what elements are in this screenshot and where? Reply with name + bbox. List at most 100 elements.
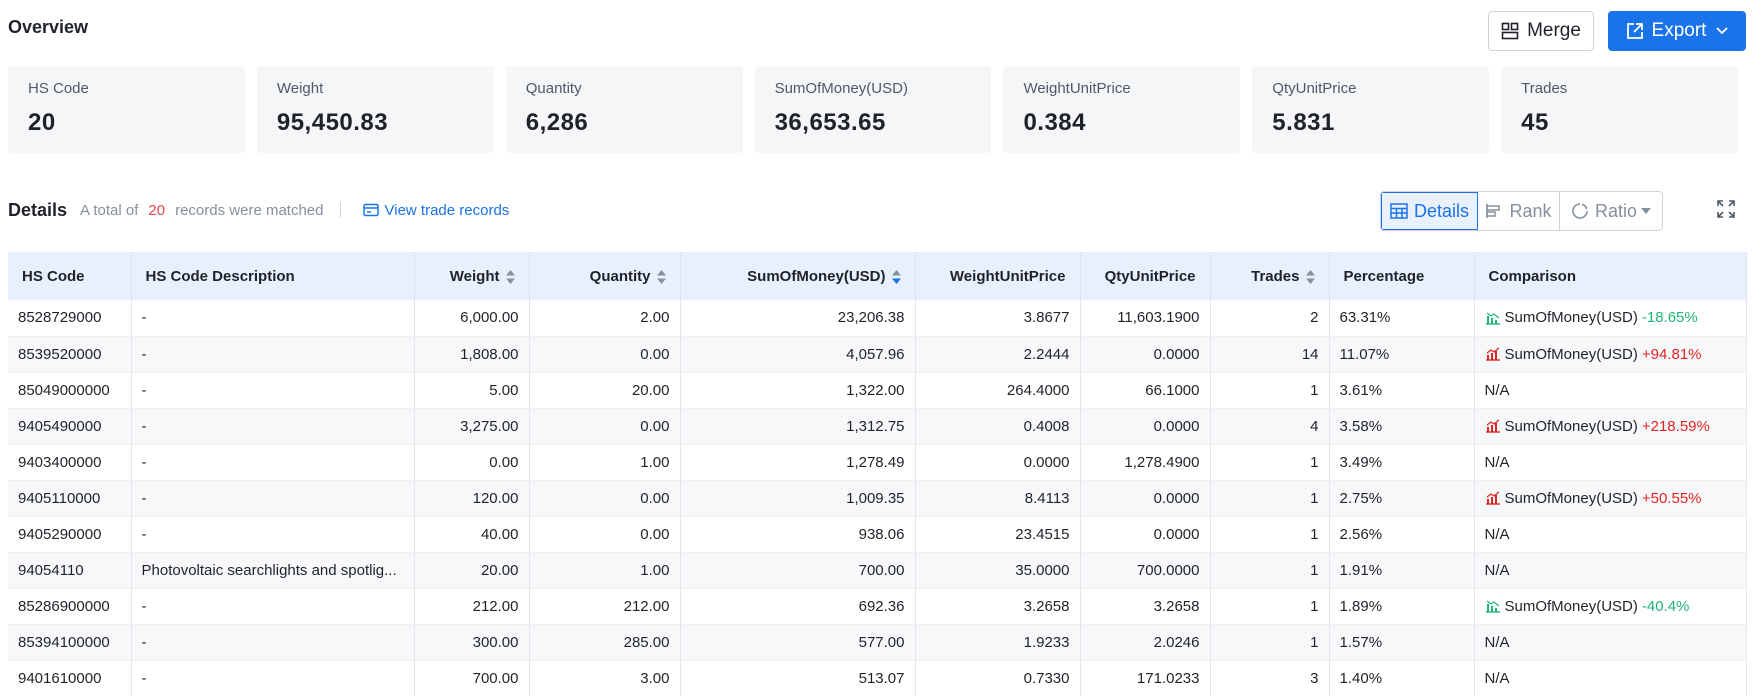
cell-hs-code: 9405290000 — [8, 516, 132, 553]
col-percentage: Percentage — [1329, 252, 1475, 300]
cell-quantity: 1.00 — [529, 552, 681, 589]
chevron-down-icon — [1716, 27, 1729, 35]
stat-label: SumOfMoney(USD) — [774, 80, 908, 97]
cell-weight-unit-price: 1.9233 — [915, 624, 1081, 661]
overview-cards: HS Code 20 Weight 95,450.83 Quantity 6,286 … — [8, 66, 1739, 153]
cell-description: - — [131, 444, 415, 481]
trend-up-chart-icon — [1485, 347, 1501, 361]
cell-weight-unit-price: 3.8677 — [915, 300, 1081, 337]
table-row[interactable]: 9401610000-700.00 3.00 513.07 0.7330 171.023… — [8, 660, 1747, 696]
cell-comparison: N/A — [1474, 372, 1747, 409]
stat-card-sum-of-money: SumOfMoney(USD) 36,653.65 — [754, 66, 992, 153]
table-row[interactable]: 85394100000-300.00 285.00 577.00 1.9233 2.02… — [8, 624, 1747, 661]
merge-label: Merge — [1527, 20, 1581, 41]
cell-hs-code: 9403400000 — [8, 444, 132, 481]
stat-label: Trades — [1521, 80, 1568, 97]
cell-sum-of-money: 1,322.00 — [680, 372, 916, 409]
col-label: Percentage — [1343, 267, 1425, 285]
cell-trades: 14 — [1210, 336, 1330, 373]
cell-percentage: 3.49% — [1329, 444, 1475, 481]
cell-trades: 2 — [1210, 300, 1330, 337]
cell-quantity: 285.00 — [529, 624, 681, 661]
cell-quantity: 2.00 — [529, 300, 681, 337]
overview-title: Overview — [8, 17, 89, 37]
comparison-value: +94.81% — [1641, 345, 1702, 363]
stat-value: 36,653.65 — [774, 109, 886, 136]
col-quantity[interactable]: Quantity — [529, 252, 681, 300]
table-row[interactable]: 9405290000-40.00 0.00 938.06 23.4515 0.0000 1… — [8, 516, 1747, 553]
comparison-value: +218.59% — [1641, 417, 1710, 435]
cell-description: - — [131, 588, 415, 625]
stat-card-weight-unit-price: WeightUnitPrice 0.384 — [1003, 66, 1241, 153]
cell-percentage: 2.56% — [1329, 516, 1475, 553]
col-comparison: Comparison — [1474, 252, 1747, 300]
table-row[interactable]: 85286900000-212.00 212.00 692.36 3.2658 3.26… — [8, 588, 1747, 625]
cell-sum-of-money: 938.06 — [680, 516, 916, 553]
col-weight[interactable]: Weight — [414, 252, 530, 300]
cell-qty-unit-price: 66.1000 — [1080, 372, 1211, 409]
col-label: HS Code Description — [145, 267, 295, 285]
col-qty-unit-price: QtyUnitPrice — [1080, 252, 1211, 300]
tab-rank-label: Rank — [1509, 200, 1552, 221]
cell-hs-code: 8539520000 — [8, 336, 132, 373]
merge-button[interactable]: Merge — [1488, 11, 1594, 51]
sort-icon — [505, 269, 515, 284]
col-sum-of-money[interactable]: SumOfMoney(USD) — [680, 252, 916, 300]
cell-weight-unit-price: 2.2444 — [915, 336, 1081, 373]
table-row[interactable]: 9405490000-3,275.00 0.00 1,312.75 0.4008 0.0… — [8, 408, 1747, 445]
tab-ratio[interactable]: Ratio — [1560, 192, 1662, 230]
table-row[interactable]: 8539520000-1,808.00 0.00 4,057.96 2.2444 0.0… — [8, 336, 1747, 373]
cell-comparison: SumOfMoney(USD) +50.55% — [1474, 480, 1747, 517]
view-trade-records-link[interactable]: View trade records — [362, 202, 509, 219]
cell-quantity: 0.00 — [529, 480, 681, 517]
cell-comparison: N/A — [1474, 516, 1747, 553]
table-icon — [1390, 203, 1408, 219]
trend-up-chart-icon — [1485, 419, 1501, 433]
table-row[interactable]: 9405110000-120.00 0.00 1,009.35 8.4113 0.000… — [8, 480, 1747, 517]
stat-value: 45 — [1521, 109, 1549, 136]
table-row[interactable]: 8528729000-6,000.00 2.00 23,206.38 3.8677 11… — [8, 300, 1747, 337]
cell-trades: 1 — [1210, 372, 1330, 409]
cell-percentage: 1.57% — [1329, 624, 1475, 661]
cell-qty-unit-price: 3.2658 — [1080, 588, 1211, 625]
details-title: Details — [8, 199, 68, 220]
table-row[interactable]: 85049000000-5.00 20.00 1,322.00 264.4000 66.… — [8, 372, 1747, 409]
card-icon — [362, 203, 379, 217]
cell-hs-code: 94054110 — [8, 552, 132, 589]
trend-up-chart-icon — [1485, 491, 1501, 505]
export-button[interactable]: Export — [1608, 11, 1746, 51]
sort-icon — [656, 269, 666, 284]
cell-weight-unit-price: 23.4515 — [915, 516, 1081, 553]
cell-qty-unit-price: 0.0000 — [1080, 516, 1211, 553]
table-row[interactable]: 94054110 Photovoltaic searchlights and sp… — [8, 552, 1747, 589]
cell-sum-of-money: 23,206.38 — [680, 300, 916, 337]
cell-comparison: N/A — [1474, 624, 1747, 661]
tab-details[interactable]: Details — [1381, 192, 1478, 230]
fullscreen-icon[interactable] — [1716, 199, 1736, 219]
cell-sum-of-money: 1,278.49 — [680, 444, 916, 481]
cell-trades: 1 — [1210, 552, 1330, 589]
trend-down-chart-icon — [1485, 311, 1501, 325]
comparison-value: -40.4% — [1641, 597, 1690, 615]
table-row[interactable]: 9403400000-0.00 1.00 1,278.49 0.0000 1,278.4… — [8, 444, 1747, 481]
cell-description: - — [131, 516, 415, 553]
cell-comparison: SumOfMoney(USD) -18.65% — [1474, 300, 1747, 337]
tab-rank[interactable]: Rank — [1478, 192, 1560, 230]
col-label: SumOfMoney(USD) — [747, 267, 886, 285]
comparison-na: N/A — [1484, 453, 1510, 471]
cell-quantity: 212.00 — [529, 588, 681, 625]
caret-down-icon — [1641, 207, 1652, 215]
cell-sum-of-money: 513.07 — [680, 660, 916, 696]
cell-qty-unit-price: 0.0000 — [1080, 336, 1211, 373]
table-header-row: HS Code HS Code Description Weight Quant… — [8, 252, 1747, 300]
col-label: Trades — [1251, 267, 1300, 285]
cell-hs-code: 85286900000 — [8, 588, 132, 625]
stat-card-weight: Weight 95,450.83 — [256, 66, 494, 153]
stat-value: 5.831 — [1272, 109, 1335, 136]
col-trades[interactable]: Trades — [1210, 252, 1330, 300]
stat-card-hs-code: HS Code 20 — [8, 66, 245, 153]
col-hs-code: HS Code — [8, 252, 132, 300]
cell-qty-unit-price: 1,278.4900 — [1080, 444, 1211, 481]
comparison-na: N/A — [1484, 561, 1510, 579]
records-count: 20 — [148, 201, 166, 219]
